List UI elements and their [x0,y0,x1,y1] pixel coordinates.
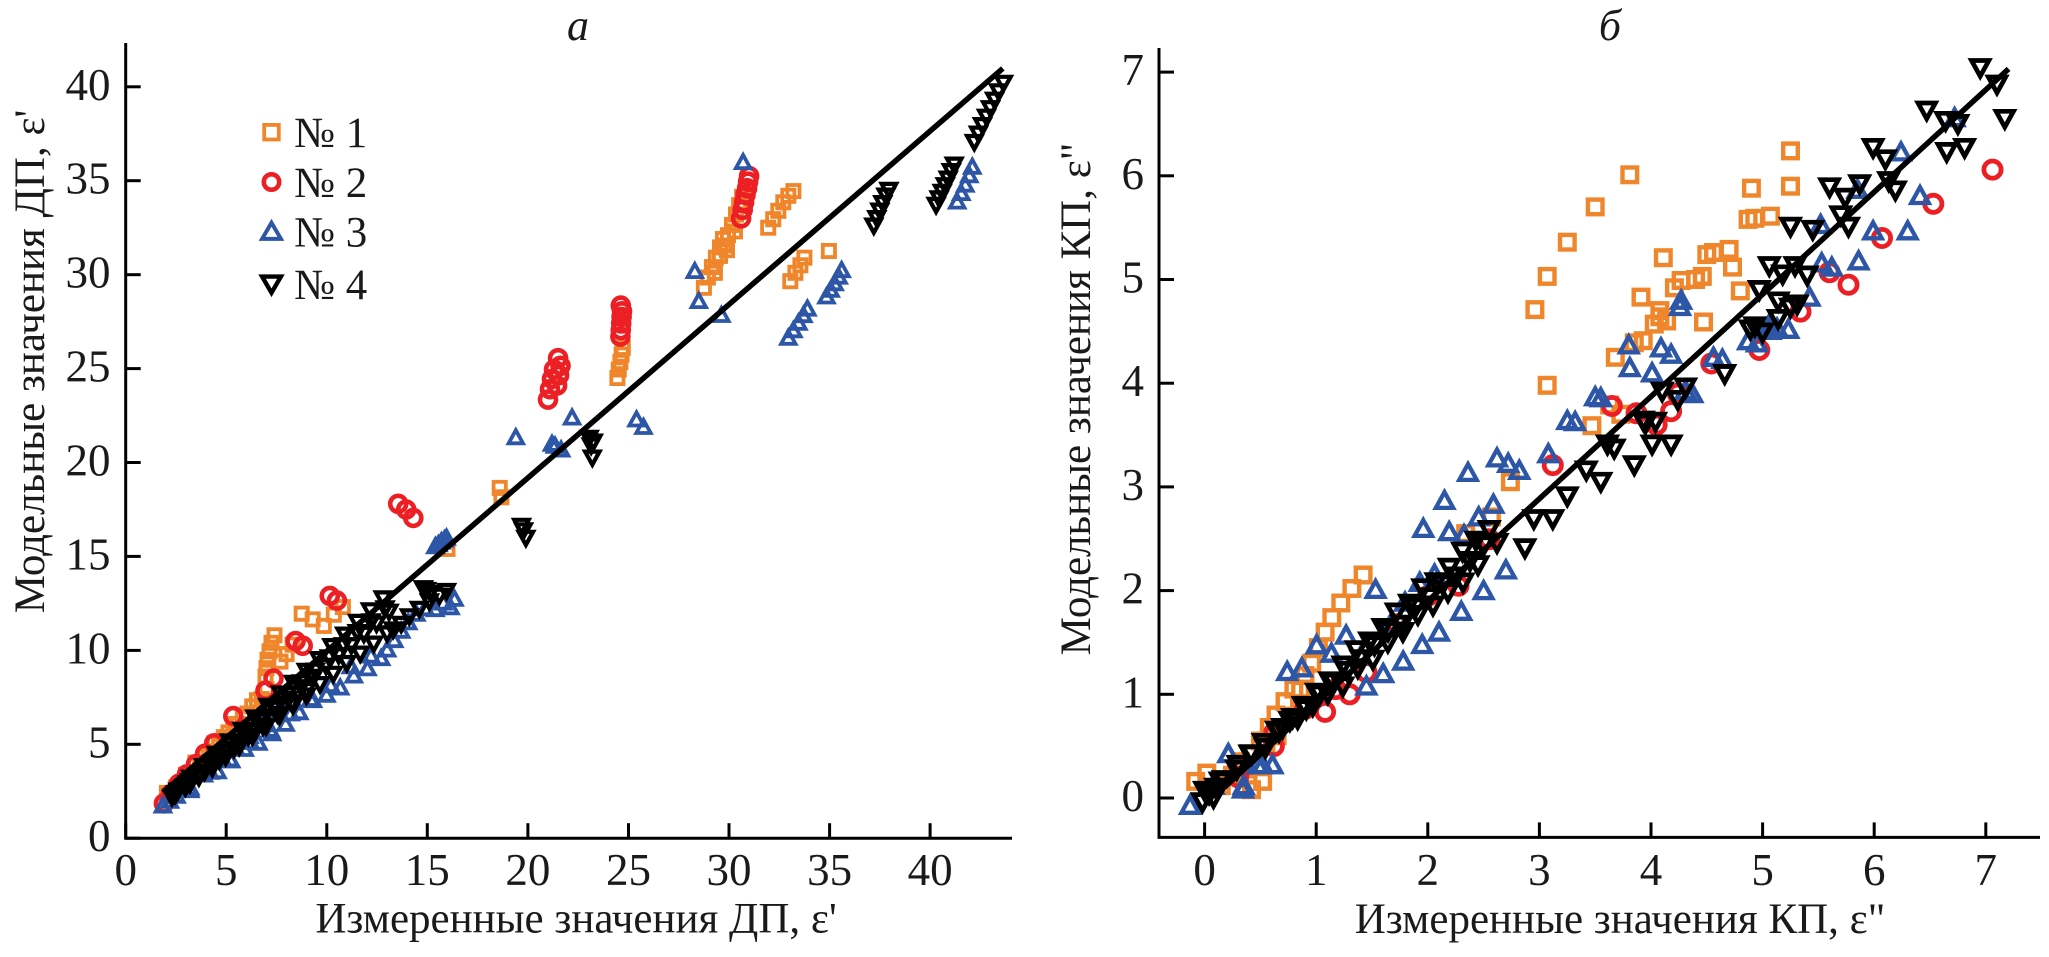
svg-text:7: 7 [1975,845,1998,895]
svg-text:10: 10 [304,845,349,895]
svg-text:6: 6 [1863,845,1886,895]
svg-text:3: 3 [1122,460,1145,510]
svg-text:3: 3 [1528,845,1551,895]
svg-text:2: 2 [1417,845,1440,895]
svg-text:4: 4 [1122,356,1145,406]
svg-text:5: 5 [1751,845,1774,895]
svg-text:15: 15 [405,845,450,895]
svg-text:№ 1: № 1 [294,110,367,157]
svg-text:20: 20 [505,845,550,895]
svg-text:15: 15 [66,529,111,579]
svg-text:1: 1 [1305,845,1328,895]
svg-text:10: 10 [66,623,111,673]
svg-text:7: 7 [1122,45,1145,95]
svg-text:0: 0 [1122,771,1145,821]
svg-text:5: 5 [88,717,111,767]
svg-text:0: 0 [88,811,111,861]
svg-text:30: 30 [707,845,752,895]
svg-text:1: 1 [1122,667,1145,717]
svg-text:Модельные значения КП, ε": Модельные значения КП, ε" [1053,143,1100,656]
svg-text:5: 5 [1122,253,1145,303]
svg-text:40: 40 [908,845,953,895]
svg-text:35: 35 [807,845,852,895]
svg-text:35: 35 [66,154,111,204]
svg-text:№ 4: № 4 [294,262,367,309]
svg-text:а: а [567,1,589,50]
svg-text:2: 2 [1122,564,1145,614]
svg-text:25: 25 [66,342,111,392]
svg-text:№ 2: № 2 [294,160,367,207]
svg-text:5: 5 [215,845,238,895]
svg-text:0: 0 [114,845,137,895]
svg-text:0: 0 [1193,845,1216,895]
svg-text:Измеренные значения КП, ε": Измеренные значения КП, ε" [1355,896,1886,943]
svg-text:6: 6 [1122,149,1145,199]
svg-text:№ 3: № 3 [294,210,367,257]
svg-text:20: 20 [66,436,111,486]
svg-text:40: 40 [66,60,111,110]
svg-text:Измеренные значения ДП, ε': Измеренные значения ДП, ε' [315,896,836,943]
svg-text:б: б [1599,1,1623,50]
svg-text:25: 25 [606,845,651,895]
svg-text:Модельные значения ДП, ε': Модельные значения ДП, ε' [7,110,54,614]
svg-text:30: 30 [66,248,111,298]
svg-text:4: 4 [1640,845,1663,895]
